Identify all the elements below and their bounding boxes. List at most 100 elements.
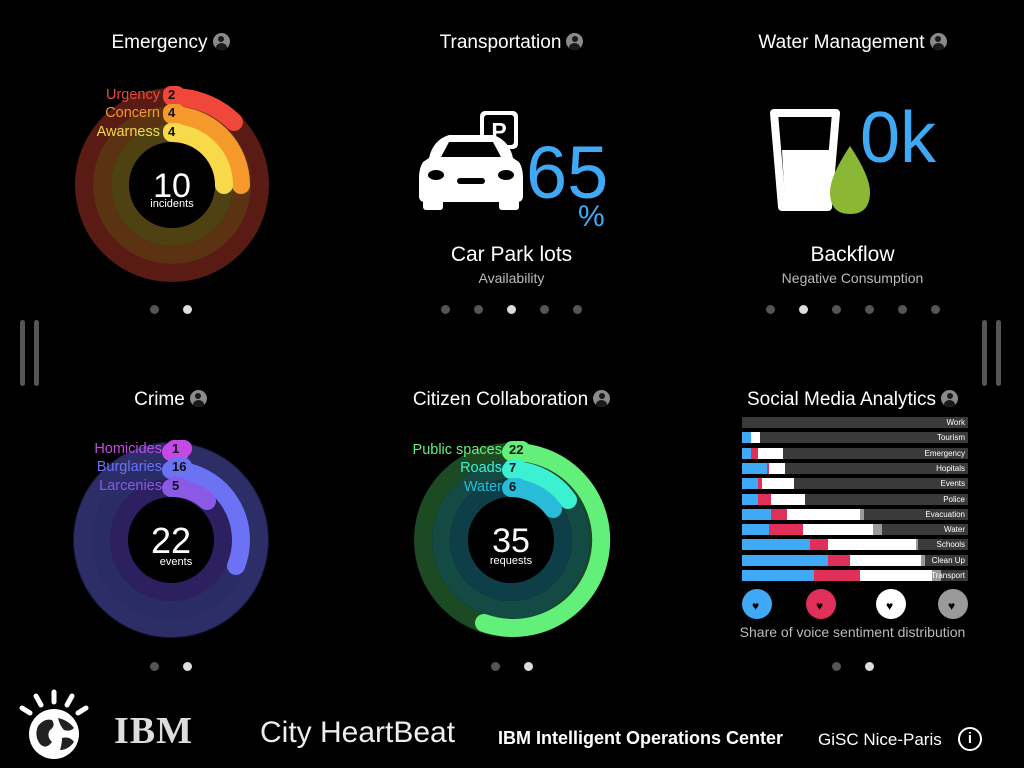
sentiment-row: Transport xyxy=(742,570,968,581)
water-pagination[interactable] xyxy=(682,305,1023,314)
page-dot[interactable] xyxy=(765,305,775,314)
sentiment-row: Schools xyxy=(742,539,968,551)
social-title: Social Media Analytics xyxy=(682,389,1023,411)
emergency-panel[interactable]: Emergency Urgency 2 Concern 4 Awarness 4… xyxy=(0,0,341,384)
sentiment-row: Emergency xyxy=(742,447,968,459)
water-glass-icon: 0k xyxy=(770,98,937,214)
left-drag-handle-2[interactable] xyxy=(34,320,39,386)
sentiment-segment xyxy=(742,554,828,566)
sentiment-segment xyxy=(827,539,916,551)
page-dot[interactable] xyxy=(831,305,841,314)
page-dot[interactable] xyxy=(149,662,159,671)
page-dot[interactable] xyxy=(930,305,940,314)
sentiment-segment xyxy=(742,524,770,536)
burglaries-label: Burglaries xyxy=(97,459,162,475)
emergency-pagination[interactable] xyxy=(0,305,341,314)
car-park-subcaption: Availability xyxy=(478,270,545,286)
social-panel[interactable]: Social Media Analytics Work Tourism Emerge… xyxy=(682,357,1023,741)
citizen-title: Citizen Collaboration xyxy=(341,389,682,411)
sentiment-segment xyxy=(742,478,758,490)
sentiment-segment xyxy=(742,508,772,520)
sentiment-segment xyxy=(809,539,828,551)
sentiment-row-label: Events xyxy=(940,479,965,489)
page-dot[interactable] xyxy=(897,305,907,314)
crime-title: Crime xyxy=(0,389,341,411)
crime-panel[interactable]: Crime Homicides 1 Burglaries 16 Larcenie… xyxy=(0,357,341,741)
sentiment-segment xyxy=(757,447,783,459)
sentiment-segment xyxy=(742,570,815,581)
mixed-icon[interactable]: ♥ xyxy=(938,589,968,619)
page-dot[interactable] xyxy=(864,662,874,671)
sentiment-segment xyxy=(873,524,883,536)
left-drag-handle[interactable] xyxy=(20,320,25,386)
sentiment-segment xyxy=(859,508,865,520)
page-dot[interactable] xyxy=(573,305,582,314)
urgency-value: 2 xyxy=(168,87,175,102)
user-icon[interactable] xyxy=(929,33,947,50)
sentiment-bar-chart: Work Tourism Emergency Hopitals Events Police… xyxy=(742,417,968,587)
citizen-pagination[interactable] xyxy=(341,662,682,671)
sentiment-segment xyxy=(766,462,770,474)
citizen-panel[interactable]: Citizen Collaboration Public spaces 22 R… xyxy=(341,357,682,741)
page-dot[interactable] xyxy=(441,305,450,314)
user-icon[interactable] xyxy=(212,33,230,50)
water-caption: Backflow xyxy=(810,243,895,266)
page-dot[interactable] xyxy=(864,305,874,314)
sentiment-caption: Share of voice sentiment distribution xyxy=(739,624,966,640)
page-dot[interactable] xyxy=(523,662,533,671)
sentiment-segment xyxy=(769,462,785,474)
sentiment-row-label: Schools xyxy=(936,540,965,550)
positive-icon[interactable]: ♥ xyxy=(742,589,772,619)
sentiment-row-label: Tourism xyxy=(936,433,965,443)
water-panel[interactable]: Water Management 0k Backflow Negative Co… xyxy=(682,0,1023,384)
awareness-value: 4 xyxy=(168,124,176,139)
sentiment-row-label: Clean Up xyxy=(931,555,965,565)
user-icon[interactable] xyxy=(593,390,611,407)
roads-value: 7 xyxy=(509,460,516,475)
concern-value: 4 xyxy=(168,105,176,120)
info-icon[interactable]: i xyxy=(958,727,982,751)
social-pagination[interactable] xyxy=(682,662,1023,671)
car-park-caption: Car Park lots xyxy=(450,243,573,266)
user-icon[interactable] xyxy=(941,390,959,407)
user-icon[interactable] xyxy=(566,33,584,50)
crime-pagination[interactable] xyxy=(0,662,341,671)
neutral-icon[interactable]: ♥ xyxy=(876,589,906,619)
sentiment-row-label: Transport xyxy=(931,571,965,580)
page-dot[interactable] xyxy=(540,305,549,314)
sentiment-segment xyxy=(827,554,851,566)
transportation-title: Transportation xyxy=(341,32,682,54)
homicides-value: 1 xyxy=(172,441,179,456)
emergency-total: 10 xyxy=(153,167,191,205)
sentiment-row: Events xyxy=(742,478,968,490)
sentiment-row: Hopitals xyxy=(742,462,968,474)
sentiment-segment xyxy=(742,493,758,505)
sentiment-row-label: Work xyxy=(946,418,965,427)
water-requests-value: 6 xyxy=(509,479,516,494)
app-name: City HeartBeat xyxy=(260,716,456,749)
sentiment-segment xyxy=(920,554,926,566)
transportation-panel[interactable]: Transportation P 65 % Car Park lots Avai… xyxy=(341,0,682,384)
page-dot[interactable] xyxy=(831,662,841,671)
page-dot[interactable] xyxy=(490,662,500,671)
page-dot[interactable] xyxy=(507,305,516,314)
emergency-rings-chart: Urgency 2 Concern 4 Awarness 4 10 incide… xyxy=(75,86,269,282)
right-drag-handle-2[interactable] xyxy=(996,320,1001,386)
user-icon[interactable] xyxy=(189,390,207,407)
partner-name: GiSC Nice-Paris xyxy=(818,730,942,749)
transportation-pagination[interactable] xyxy=(341,305,682,314)
sentiment-row-label: Police xyxy=(943,494,965,504)
page-dot[interactable] xyxy=(474,305,483,314)
sentiment-segment xyxy=(850,554,921,566)
negative-icon[interactable]: ♥ xyxy=(806,589,836,619)
page-dot[interactable] xyxy=(182,305,192,314)
page-dot[interactable] xyxy=(149,305,159,314)
product-name: IBM Intelligent Operations Center xyxy=(498,728,784,748)
sentiment-segment xyxy=(916,539,919,551)
page-dot[interactable] xyxy=(798,305,808,314)
page-dot[interactable] xyxy=(182,662,192,671)
water-requests-label: Water xyxy=(464,479,502,495)
sentiment-segment xyxy=(742,539,810,551)
public-spaces-label: Public spaces xyxy=(413,442,502,458)
right-drag-handle[interactable] xyxy=(982,320,987,386)
